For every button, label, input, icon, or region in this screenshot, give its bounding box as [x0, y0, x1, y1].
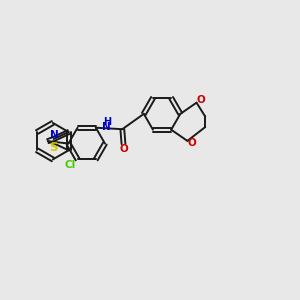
Text: N: N	[50, 130, 58, 140]
Text: O: O	[119, 144, 128, 154]
Text: S: S	[49, 141, 58, 154]
Text: O: O	[197, 95, 206, 105]
Text: H: H	[103, 117, 111, 127]
Text: N: N	[102, 122, 111, 132]
Text: Cl: Cl	[64, 160, 76, 170]
Text: O: O	[188, 138, 197, 148]
